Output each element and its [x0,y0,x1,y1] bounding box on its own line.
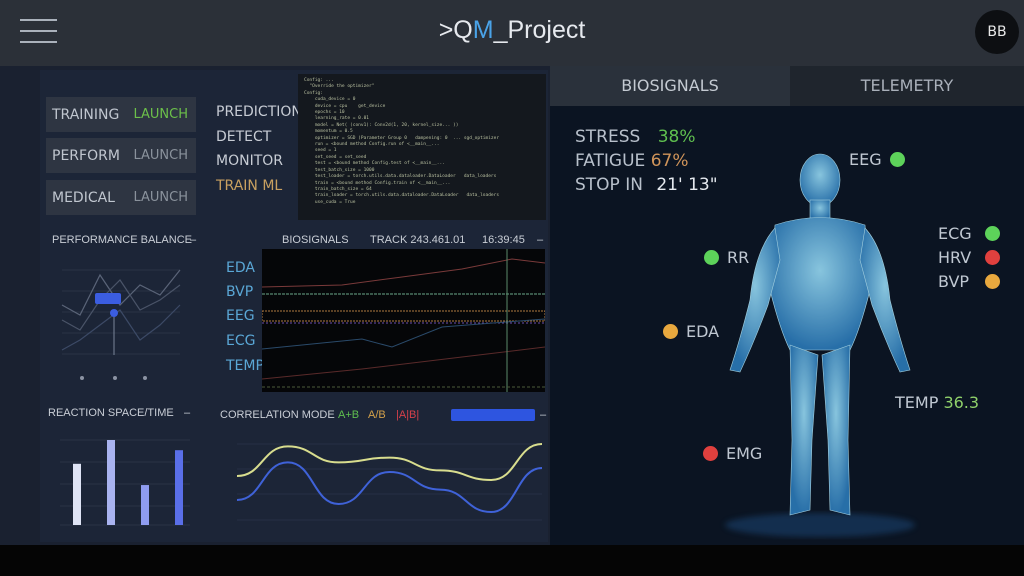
biosignals-title: BIOSIGNALS [282,234,349,246]
reaction-bar [73,463,81,525]
menu-detect[interactable]: DETECT [216,129,272,145]
correlation-title: CORRELATION MODE [220,409,335,421]
reaction-bar [107,440,115,525]
sensor-hrv-label: HRV [938,248,972,267]
performance-chart [61,269,181,380]
mode-medical[interactable]: MEDICAL LAUNCH [46,180,196,215]
sensor-temp: TEMP 36.3 [895,393,980,412]
range-dropdown[interactable] [451,409,535,421]
stop-in-value: 21' 13" [656,175,718,195]
emg-status-icon[interactable] [703,446,718,461]
rr-status-icon[interactable] [704,250,719,265]
mode-label: MEDICAL [52,189,115,206]
bottom-bar [0,545,1024,576]
menu-train-ml[interactable]: TRAIN ML [216,178,283,194]
track-time: 16:39:45 [482,234,525,246]
channel-ecg[interactable]: ECG [226,333,256,349]
performance-line [61,304,181,351]
human-body-hologram [725,153,915,537]
sensor-emg-label: EMG [726,444,763,463]
sensor-bvp-label: BVP [938,272,970,291]
avatar[interactable]: BB [975,10,1019,54]
biosignals-menu[interactable]: – [537,234,544,246]
temp-value: 36.3 [943,393,980,412]
mode-perform[interactable]: PERFORM LAUNCH [46,138,196,173]
reaction-bar [141,485,149,525]
sensor-rr-label: RR [727,248,750,267]
tab-biosignals[interactable]: BIOSIGNALS [550,66,790,106]
mode-abs[interactable]: |A|B| [396,409,420,421]
mode-a-div-b[interactable]: A/B [368,409,386,421]
reaction-title: REACTION SPACE/TIME [48,407,174,419]
mode-label: PERFORM [52,147,120,164]
correlation-menu[interactable]: – [540,409,547,421]
correlation-chart [236,443,543,521]
reaction-bar [175,450,183,525]
sensor-ecg-label: ECG [938,224,972,243]
channel-eeg[interactable]: EEG [226,308,255,324]
fatigue-value: 67% [650,151,689,171]
hamburger-icon[interactable] [20,19,57,52]
launch-button[interactable]: LAUNCH [133,190,188,205]
stat-stop-in: STOP IN 21' 13" [575,175,718,195]
correlation-line [236,461,543,514]
channel-temp[interactable]: TEMP [226,358,264,374]
correlation-line [236,443,543,482]
tooltip [95,293,121,304]
reaction-chart [60,439,190,526]
sensor-eda-label: EDA [686,322,720,341]
tab-telemetry[interactable]: TELEMETRY [790,66,1024,106]
header-bar: >QM_Project BB [0,0,1024,66]
mode-label: TRAINING [52,106,120,123]
performance-line [61,279,181,331]
menu-prediction[interactable]: PREDICTION [216,104,302,120]
reaction-menu[interactable]: – [184,407,191,419]
stat-stress: STRESS 38% [575,127,696,147]
mode-training[interactable]: TRAINING LAUNCH [46,97,196,132]
sensor-eeg-label: EEG [849,150,882,169]
stress-value: 38% [657,127,696,147]
channel-bvp[interactable]: BVP [226,284,254,300]
hrv-status-icon[interactable] [985,250,1000,265]
eda-status-icon[interactable] [663,324,678,339]
channel-eda[interactable]: EDA [226,260,255,276]
ecg-status-icon[interactable] [985,226,1000,241]
launch-button[interactable]: LAUNCH [133,107,188,122]
code-console: Config: ... "Override the optimizer" Con… [298,74,546,220]
temp-trace [262,346,545,380]
stat-fatigue: FATIGUE 67% [575,151,689,171]
performance-menu[interactable]: – [190,234,197,246]
track-id: TRACK 243.461.01 [370,234,466,246]
eeg-status-icon[interactable] [890,152,905,167]
app-title: >QM_Project [438,16,586,44]
launch-button[interactable]: LAUNCH [133,148,188,163]
ecg-trace [262,318,545,350]
mode-a-plus-b[interactable]: A+B [338,409,360,421]
performance-line [61,269,181,316]
bvp-status-icon[interactable] [985,274,1000,289]
eda-trace [262,258,545,288]
performance-title: PERFORMANCE BALANCE [52,234,192,246]
biosignals-plot [262,249,545,392]
menu-monitor[interactable]: MONITOR [216,153,283,169]
eeg-trace [262,310,545,322]
